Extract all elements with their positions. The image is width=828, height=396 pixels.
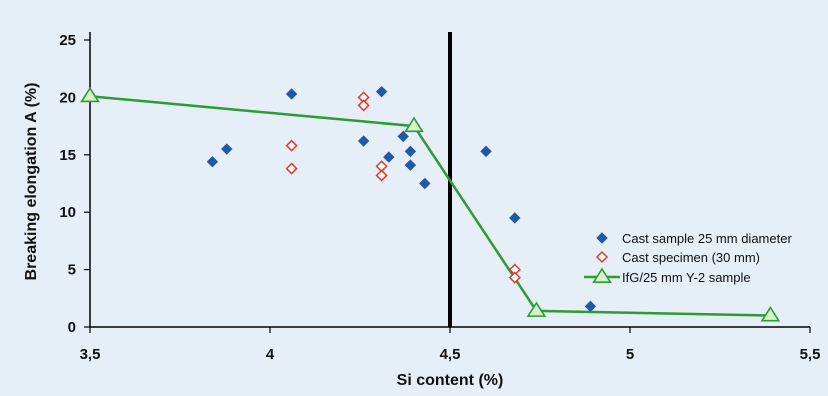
y-tick-label: 0 — [68, 319, 76, 336]
x-tick-label: 3,5 — [80, 346, 101, 363]
y-axis-title: Breaking elongation A (%) — [23, 83, 40, 281]
data-point-cast-sample — [584, 300, 597, 313]
data-point-cast-specimen — [285, 162, 298, 175]
data-point-cast-sample — [509, 212, 521, 224]
legend-marker-cast-sample — [596, 232, 608, 244]
data-point-ifg — [404, 116, 424, 133]
data-point-cast-specimen — [375, 169, 388, 182]
legend-marker-ifg — [592, 267, 612, 284]
data-point-ifg — [526, 301, 547, 317]
data-point-cast-sample — [357, 135, 370, 147]
data-point-cast-sample — [404, 145, 417, 158]
x-axis-title: Si content (%) — [397, 372, 504, 389]
data-point-cast-sample — [383, 151, 395, 163]
data-point-cast-sample — [397, 130, 409, 143]
data-point-cast-sample — [285, 88, 298, 100]
data-point-ifg — [760, 306, 781, 322]
legend-label-cast-specimen: Cast specimen (30 mm) — [622, 250, 760, 265]
x-tick-label: 5,5 — [800, 346, 821, 363]
tick-labels: 3,5 4 4,5 5 5,5 0 5 10 15 20 25 — [59, 32, 820, 363]
data-point-cast-sample — [404, 159, 417, 171]
x-tick-label: 5 — [626, 346, 634, 363]
data-point-cast-sample — [480, 145, 492, 158]
x-tick-label: 4,5 — [440, 346, 461, 363]
series-line-ifg — [89, 95, 771, 317]
data-point-ifg — [80, 86, 100, 103]
data-point-cast-specimen — [285, 139, 298, 152]
legend: Cast sample 25 mm diameter Cast specimen … — [584, 231, 792, 285]
legend-label-cast-sample: Cast sample 25 mm diameter — [622, 231, 792, 246]
y-tick-label: 15 — [59, 147, 76, 164]
data-marks — [80, 85, 781, 322]
legend-label-ifg: IfG/25 mm Y-2 sample — [622, 270, 751, 285]
data-point-cast-specimen — [508, 271, 521, 284]
y-tick-label: 10 — [59, 204, 76, 221]
data-point-cast-sample — [375, 85, 388, 98]
data-point-cast-sample — [206, 155, 219, 168]
y-tick-label: 5 — [68, 262, 76, 279]
data-point-cast-sample — [221, 143, 233, 155]
y-tick-label: 20 — [59, 89, 76, 106]
legend-marker-cast-specimen — [595, 250, 609, 264]
axes — [84, 32, 811, 333]
data-point-cast-sample — [419, 177, 431, 190]
data-point-cast-specimen — [357, 99, 370, 112]
y-tick-label: 25 — [59, 32, 76, 49]
x-tick-label: 4 — [266, 346, 275, 363]
